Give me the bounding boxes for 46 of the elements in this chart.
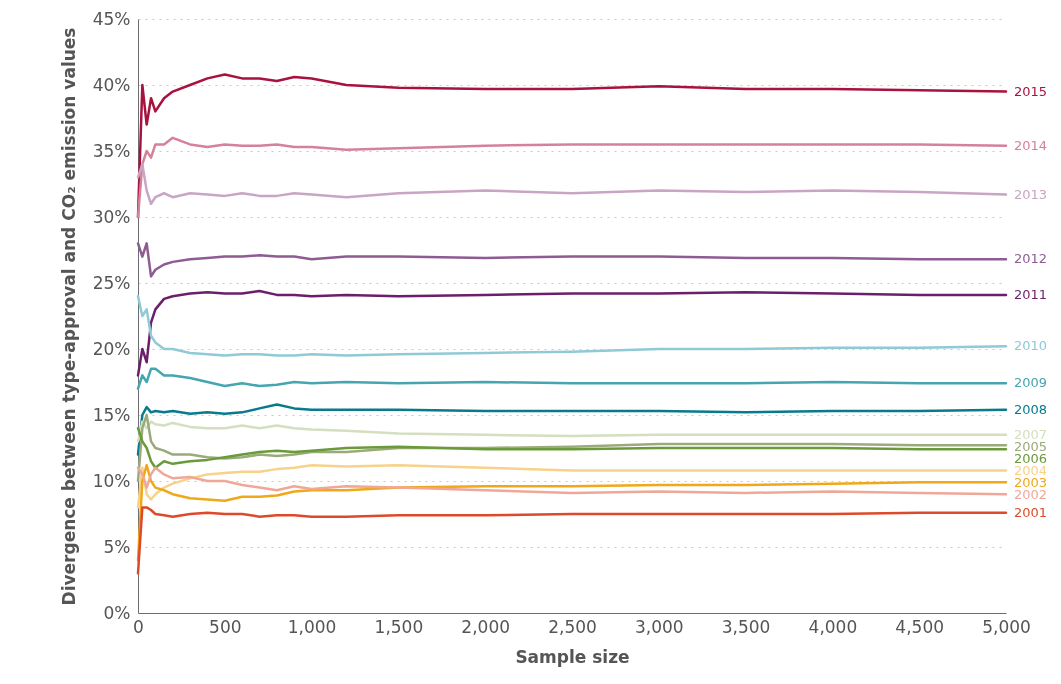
line-series [136, 426, 1008, 470]
series-label: 2014 [1014, 137, 1048, 153]
x-tick-label: 1,500 [374, 616, 424, 637]
line-series [136, 289, 1008, 377]
series-label: 2008 [1014, 401, 1048, 417]
line-series [136, 506, 1008, 575]
y-tick-label: 20% [92, 338, 131, 359]
x-tick-label: 4,500 [895, 616, 945, 637]
series-label: 2013 [1014, 186, 1048, 202]
series-label: 2011 [1014, 286, 1048, 302]
x-tick-label: 2,000 [461, 616, 511, 637]
x-tick-label: 3,500 [721, 616, 771, 637]
line-series [136, 463, 1008, 509]
y-tick-label: 15% [92, 404, 131, 425]
series-label: 2012 [1014, 251, 1048, 267]
y-axis-title: Divergence between type-approval and CO₂ emission values [58, 27, 79, 606]
series-label: 2009 [1014, 375, 1048, 391]
line-series [136, 420, 1008, 443]
line-series [136, 242, 1008, 278]
series-label: 2001 [1014, 504, 1048, 520]
line-series [136, 162, 1008, 206]
x-tick-label: 4,000 [808, 616, 858, 637]
line-series [136, 403, 1008, 456]
y-tick-label: 25% [92, 272, 131, 293]
x-tick-label: 500 [209, 616, 242, 637]
y-tick-label: 45% [92, 8, 131, 29]
y-tick-label: 10% [92, 470, 131, 491]
x-axis-title: Sample size [515, 646, 630, 667]
series-label: 2010 [1014, 338, 1048, 354]
y-tick-label: 0% [103, 602, 131, 623]
line-series [136, 367, 1008, 390]
line-series [136, 466, 1008, 496]
y-tick-label: 40% [92, 74, 131, 95]
x-tick-label: 3,000 [634, 616, 684, 637]
line-series [136, 294, 1008, 357]
y-tick-label: 5% [103, 536, 131, 557]
x-tick-label: 2,500 [548, 616, 597, 637]
x-tick-label: 5,000 [982, 616, 1031, 637]
line-series [136, 463, 1008, 562]
x-tick-label: 0 [133, 616, 144, 637]
y-tick-label: 30% [92, 206, 131, 227]
y-tick-label: 35% [92, 140, 131, 161]
line-series [136, 413, 1008, 483]
line-series [136, 136, 1008, 219]
series-label: 2015 [1014, 83, 1048, 99]
x-tick-label: 1,000 [287, 616, 337, 637]
